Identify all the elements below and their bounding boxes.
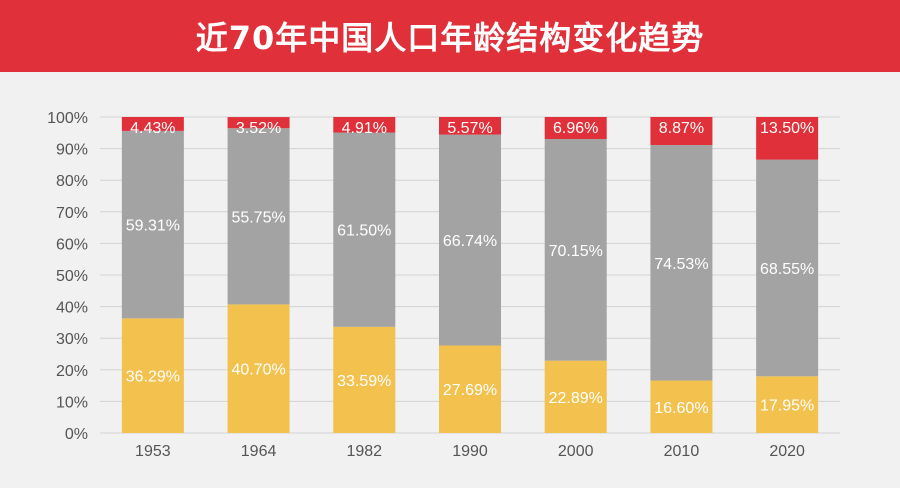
chart-title: 近70年中国人口年龄结构变化趋势 — [195, 19, 705, 57]
bar-segment-middle — [333, 132, 396, 327]
segment-value-label: 66.74% — [443, 233, 497, 250]
segment-value-label: 3.52% — [236, 120, 281, 137]
bar-segment-middle — [439, 134, 501, 346]
x-tick-label: 1982 — [346, 443, 382, 460]
x-tick-label: 1990 — [452, 443, 488, 460]
segment-value-label: 27.69% — [443, 382, 497, 399]
x-tick-label: 1953 — [135, 443, 171, 460]
x-tick-label: 1964 — [241, 443, 277, 460]
segment-value-label: 55.75% — [231, 209, 285, 226]
y-tick-label: 20% — [56, 363, 88, 380]
bar-segment-young — [439, 345, 501, 433]
segment-labels: 36.29% 59.31% 4.43% 40.70% 55.75% 3.52% 33.59%… — [126, 120, 815, 417]
segment-value-label: 6.96% — [553, 120, 598, 137]
y-tick-label: 80% — [56, 173, 88, 190]
bar-segment-young — [756, 376, 819, 433]
bar-group — [121, 117, 819, 433]
segment-value-label: 4.91% — [342, 120, 387, 137]
segment-value-label: 17.95% — [760, 398, 814, 415]
bar-segment-young — [544, 360, 607, 433]
bar-segment-old — [439, 117, 501, 135]
y-axis-tick-labels: 0% 10% 20% 30% 40% 50% 60% 70% 80% 90% 100% — [47, 110, 88, 443]
segment-value-label: 40.70% — [231, 362, 285, 379]
x-axis-tick-labels: 1953 1964 1982 1990 2000 2010 2020 — [135, 443, 805, 460]
y-tick-label: 30% — [56, 331, 88, 348]
bar-segment-old — [756, 117, 819, 160]
segment-value-label: 70.15% — [549, 243, 603, 260]
segment-value-label: 61.50% — [337, 223, 391, 240]
x-tick-label: 2010 — [664, 443, 700, 460]
segment-value-label: 16.60% — [654, 400, 708, 417]
y-tick-label: 70% — [56, 205, 88, 222]
y-tick-label: 90% — [56, 142, 88, 159]
y-tick-label: 60% — [56, 236, 88, 253]
segment-value-label: 5.57% — [447, 120, 492, 137]
y-tick-label: 40% — [56, 300, 88, 317]
bar-segment-old — [650, 117, 713, 146]
y-tick-label: 0% — [65, 426, 88, 443]
bar-segment-old — [333, 117, 396, 133]
y-tick-label: 50% — [56, 268, 88, 285]
chart-header: 近70年中国人口年龄结构变化趋势 — [0, 0, 900, 72]
y-tick-label: 100% — [47, 110, 88, 127]
x-tick-label: 2020 — [769, 443, 805, 460]
bar-segment-middle — [650, 145, 713, 381]
bar-segment-young — [650, 380, 713, 433]
bar-segment-young — [121, 318, 184, 433]
segment-value-label: 59.31% — [126, 218, 180, 235]
bar-segment-middle — [544, 138, 607, 361]
bar-segment-middle — [756, 159, 819, 377]
bar-segment-middle — [227, 128, 290, 305]
segment-value-label: 74.53% — [654, 256, 708, 273]
segment-value-label: 36.29% — [126, 369, 180, 386]
bar-segment-middle — [121, 130, 184, 319]
segment-value-label: 22.89% — [549, 390, 603, 407]
segment-value-label: 13.50% — [760, 120, 814, 137]
bar-segment-young — [227, 304, 290, 433]
segment-value-label: 33.59% — [337, 373, 391, 390]
bar-segment-old — [544, 117, 607, 139]
segment-value-label: 8.87% — [659, 120, 704, 137]
y-tick-label: 10% — [56, 394, 88, 411]
segment-value-label: 4.43% — [130, 120, 175, 137]
x-tick-label: 2000 — [558, 443, 594, 460]
segment-value-label: 68.55% — [760, 261, 814, 278]
bar-segment-young — [333, 326, 396, 433]
bar-segment-old — [227, 117, 290, 129]
bar-segment-old — [121, 117, 184, 131]
